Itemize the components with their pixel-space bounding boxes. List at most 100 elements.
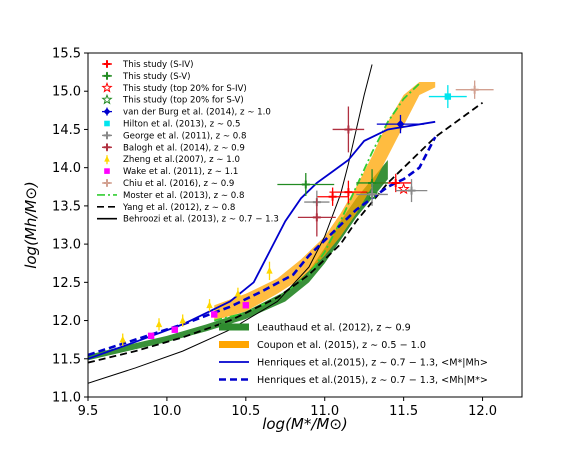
data-point [119,335,126,343]
data-point [344,125,353,134]
legend-label: Chiu et al. (2016), z ∼ 0.9 [123,179,234,189]
y-tick-label: 13.5 [52,199,81,214]
data-point [266,266,273,274]
y-tick-label: 11.5 [52,352,81,367]
x-tick-label: 11.5 [389,404,418,419]
band-series-group [88,82,436,361]
legend-entry-this-study-top-20-for-s-v: This study (top 20% for S-V) [101,93,244,106]
legend-band-swatch [219,341,249,348]
legend-marker [104,120,110,127]
x-tick-label: 9.5 [78,404,99,419]
legend-entry-wake-et-al-2011-z-1-1: Wake et al. (2011), z ∼ 1.1 [104,167,238,177]
legend-marker [103,131,111,139]
band-leauthaud-et-al-2012-z-0-9 [88,160,388,361]
line-henriques-et-al-2015-z-0-7-1-3-mh-m [88,136,437,357]
legend-entry-hilton-et-al-2013-z-0-5: Hilton et al. (2013), z ∼ 0.5 [104,120,240,130]
y-tick-label: 12.0 [52,314,81,329]
data-point [391,178,400,187]
data-point [444,93,452,100]
legend-upper: This study (S-IV) This study (S-V) This st… [97,60,279,225]
points-this-study-top-20-for-s-iv [397,182,410,195]
legend-entry-van-der-burg-et-al-2014-z-1-0: van der Burg et al. (2014), z ∼ 1.0 [102,107,271,118]
legend-marker [103,143,111,151]
legend-label: This study (top 20% for S-IV) [122,84,247,94]
legend-label: Zheng et al.(2007), z ∼ 1.0 [123,155,240,165]
x-tick-label: 12.0 [468,404,497,419]
x-tick-label: 10.5 [231,404,260,419]
data-point [301,180,310,189]
legend-label: This study (S-IV) [122,60,194,70]
legend-entry-this-study-s-iv: This study (S-IV) [102,60,194,70]
legend-entry-this-study-top-20-for-s-iv: This study (top 20% for S-IV) [101,81,247,94]
y-tick-label: 14.0 [52,161,81,176]
data-point [155,320,163,328]
line-henriques-et-al-2015-z-0-7-1-3-m-mh [88,120,436,360]
points-van-der-burg-et-al-2014-z-1-0 [376,114,425,134]
legend-marker [103,72,111,80]
legend-band-swatch [219,323,249,331]
legend-entry-coupon-et-al-2015-z-0-5-1-0: Coupon et al. (2015), z ∼ 0.5 − 1.0 [219,340,426,351]
legend-label: This study (S-V) [122,72,191,82]
legend-label: Balogh et al. (2014), z ∼ 0.9 [123,143,245,153]
points-wake-et-al-2011-z-1-1 [147,302,250,340]
legend-label: Leauthaud et al. (2012), z ∼ 0.9 [257,323,411,334]
legend-label: Yang et al. (2012), z ∼ 0.8 [122,203,235,213]
legend-marker [103,179,111,187]
data-point [368,190,377,199]
legend-entry-yang-et-al-2012-z-0-8: Yang et al. (2012), z ∼ 0.8 [97,203,235,213]
data-point [206,301,213,309]
line-yang-et-al-2012-z-0-8 [88,101,484,364]
x-axis-ticks: 9.5 10.0 10.5 11.0 11.5 12.0 [78,397,497,419]
data-point [234,289,242,297]
data-point [211,311,218,318]
x-axis-label: log(M*/M⊙) [262,415,348,433]
legend-label: Hilton et al. (2013), z ∼ 0.5 [123,120,240,130]
y-tick-label: 12.5 [52,276,81,291]
y-axis-label: log(Mh/M⊙) [22,181,40,269]
legend-marker [101,81,113,93]
points-zheng-et-al-2007-z-1-0 [119,261,273,346]
legend-label: Moster et al. (2013), z ∼ 0.8 [123,191,244,201]
legend-entry-henriques-et-al-2015-z-0-7-1-3-m-mh: Henriques et al.(2015), z ∼ 0.7 − 1.3, <… [219,358,488,369]
data-point [312,213,321,222]
band-coupon-et-al-2015-z-0-5-1-0 [214,82,436,321]
legend-marker [101,93,113,105]
data-point [242,302,250,309]
data-point [344,188,353,197]
points-hilton-et-al-2013-z-0-5 [428,85,467,109]
data-point [470,85,479,94]
data-point [407,186,416,195]
legend-entry-zheng-et-al-2007-z-1-0: Zheng et al.(2007), z ∼ 1.0 [104,155,240,165]
data-point [397,182,410,195]
y-axis-ticks: 11.0 11.5 12.0 12.5 13.0 13.5 14.0 14.5 15.0 15.5 [52,47,88,406]
legend-label: This study (top 20% for S-V) [122,96,244,106]
data-point [171,326,178,333]
line-behroozi-et-al-2013-z-0-7-1-3 [88,64,373,384]
legend-entry-behroozi-et-al-2013-z-0-7-1-3: Behroozi et al. (2013), z ∼ 0.7 − 1.3 [97,215,279,225]
y-tick-label: 11.0 [52,391,81,406]
data-point [147,332,155,340]
plot-frame [87,52,523,398]
y-tick-label: 15.5 [52,47,81,62]
legend-entry-this-study-s-v: This study (S-V) [102,71,191,82]
point-series-group [119,80,494,346]
legend-label: Coupon et al. (2015), z ∼ 0.5 − 1.0 [257,340,426,351]
legend-entry-balogh-et-al-2014-z-0-9: Balogh et al. (2014), z ∼ 0.9 [102,143,245,153]
legend-label: Wake et al. (2011), z ∼ 1.1 [123,167,238,177]
legend-label: van der Burg et al. (2014), z ∼ 1.0 [123,108,271,118]
legend-entry-leauthaud-et-al-2012-z-0-9: Leauthaud et al. (2012), z ∼ 0.9 [219,323,411,334]
legend-lower: Leauthaud et al. (2012), z ∼ 0.9 Coupon e… [219,323,488,386]
points-chiu-et-al-2016-z-0-9 [455,80,494,99]
line-series-group [88,64,484,384]
legend-marker [104,155,110,162]
data-point [396,120,405,129]
legend-entry-george-et-al-2011-z-0-8: George et al. (2011), z ∼ 0.8 [102,131,246,141]
points-balogh-et-al-2014-z-0-9 [297,106,365,237]
legend-marker [104,168,110,174]
legend-entry-chiu-et-al-2016-z-0-9: Chiu et al. (2016), z ∼ 0.9 [102,179,234,189]
legend-label: Henriques et al.(2015), z ∼ 0.7 − 1.3, <… [257,358,488,369]
legend-label: Henriques et al.(2015), z ∼ 0.7 − 1.3, <… [257,375,488,386]
legend-label: Behroozi et al. (2013), z ∼ 0.7 − 1.3 [123,215,279,225]
y-tick-label: 15.0 [52,85,81,100]
